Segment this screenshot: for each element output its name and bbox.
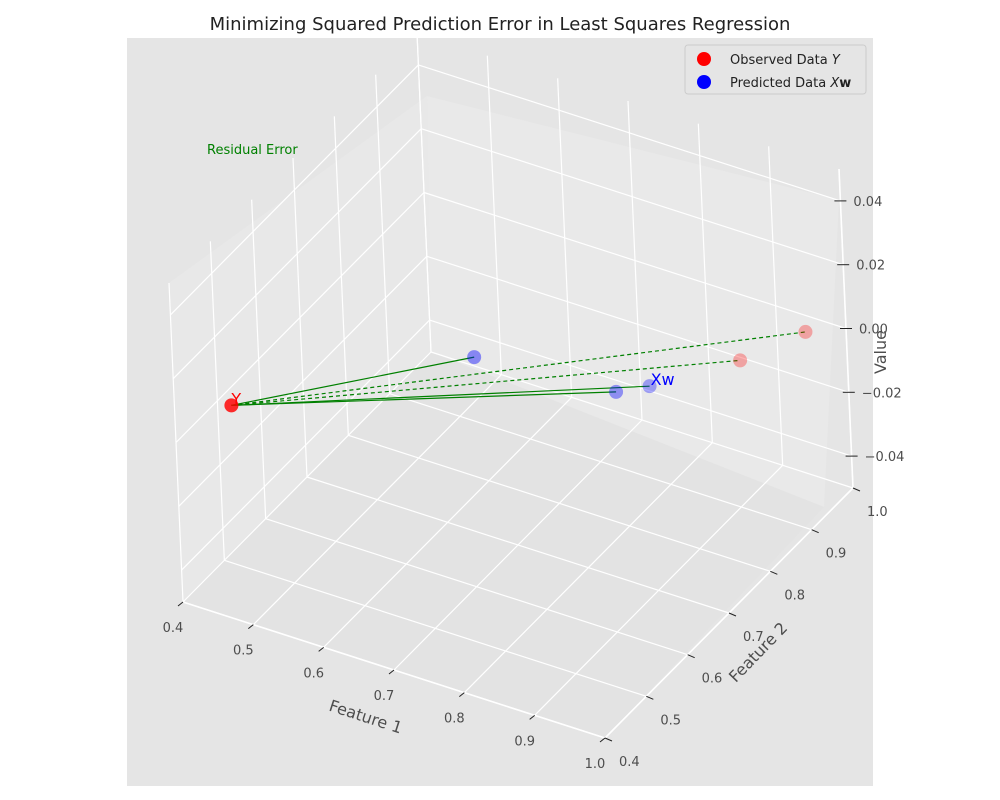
grid-line-z-left <box>175 192 425 443</box>
grid-line-y-floor <box>389 393 812 531</box>
legend-marker-predicted <box>697 75 711 89</box>
y-tick-label: 0.9 <box>826 547 847 562</box>
observed-point <box>224 398 239 413</box>
legend-frame <box>684 44 867 95</box>
x-tick-label: 0.8 <box>444 712 465 727</box>
x-tick-mark <box>177 601 184 607</box>
y-tick-label: 0.6 <box>702 672 723 687</box>
y-tick-label: 0.4 <box>619 755 640 770</box>
predicted-point-label: Xw <box>651 370 675 389</box>
x-tick-label: 0.4 <box>163 621 184 636</box>
back-pane <box>427 96 839 507</box>
axes: 0.4 0.5 0.6 0.7 0.8 0.9 1.0 0.4 0.5 0.6 0.7 0.8 0.9 1… <box>163 168 905 772</box>
z-tick-label: 0.02 <box>856 259 885 274</box>
grid-line-y-floor <box>430 351 854 489</box>
residual-line <box>231 356 475 406</box>
plot-area: Y Xw <box>224 324 813 413</box>
observed-point <box>798 324 813 339</box>
grid-line-z-left <box>169 64 419 316</box>
observed-point-label: Y <box>230 389 241 408</box>
residual-line <box>231 391 617 406</box>
grid-line-z-back <box>418 64 841 202</box>
observed-point <box>733 353 748 368</box>
x-tick-mark <box>248 624 254 630</box>
grid-line-z-left <box>181 319 431 571</box>
y-tick-mark <box>852 487 861 492</box>
grid-line-y-floor <box>348 434 771 572</box>
y-tick-mark <box>811 529 819 534</box>
y-tick-label: 0.7 <box>743 630 764 645</box>
legend-label-observed: Observed Data Y <box>730 53 841 68</box>
x-tick-label: 0.5 <box>233 644 254 659</box>
grid-line-z-left <box>178 255 428 507</box>
y-tick-mark <box>770 570 778 575</box>
y-tick-label: 1.0 <box>867 505 888 520</box>
x-tick-mark <box>599 737 606 743</box>
grid-line-z-back <box>423 191 847 330</box>
z-tick-label: −0.04 <box>865 450 905 465</box>
z-axis-label: Value <box>871 330 890 374</box>
predicted-point <box>467 350 482 365</box>
x-tick-mark <box>318 646 324 652</box>
residual-line-dashed <box>231 331 806 406</box>
x-tick-label: 0.6 <box>303 666 324 681</box>
legend-label-predicted: Predicted Data Xw <box>730 76 851 91</box>
z-tick-label: −0.02 <box>862 386 902 401</box>
grid-line-z-back <box>421 128 844 266</box>
legend-marker-observed <box>697 52 711 66</box>
y-tick-mark <box>604 737 613 742</box>
grid-line-z-left <box>172 128 422 380</box>
grid-line-y-floor <box>224 559 647 697</box>
x-tick-label: 1.0 <box>585 757 606 772</box>
floor-pane <box>183 352 824 738</box>
y-tick-label: 0.8 <box>784 588 805 603</box>
z-tick-label: 0.00 <box>859 323 888 338</box>
y-tick-label: 0.5 <box>660 713 681 728</box>
residual-annotation: Residual Error <box>207 143 298 158</box>
x-tick-mark <box>529 714 535 720</box>
grid-line-y-floor <box>306 476 730 614</box>
y-tick-mark <box>728 612 737 617</box>
legend: Observed Data Y Predicted Data Xw <box>684 44 867 95</box>
left-pane <box>169 96 431 602</box>
grid-line-z-back <box>429 319 852 457</box>
y-tick-mark <box>646 695 654 700</box>
residual-line-dashed <box>231 359 741 406</box>
x-tick-label: 0.7 <box>374 689 395 704</box>
residual-line <box>231 385 650 406</box>
y-tick-mark <box>687 654 695 659</box>
predicted-point <box>642 379 657 394</box>
x-tick-label: 0.9 <box>514 734 535 749</box>
chart-title: Minimizing Squared Prediction Error in L… <box>210 14 791 35</box>
grid-line-y-floor <box>265 518 688 656</box>
x-tick-mark <box>459 692 465 698</box>
x-tick-mark <box>388 669 395 675</box>
z-tick-label: 0.04 <box>853 195 882 210</box>
predicted-point <box>609 384 624 399</box>
grid-line-z-back <box>426 255 849 393</box>
